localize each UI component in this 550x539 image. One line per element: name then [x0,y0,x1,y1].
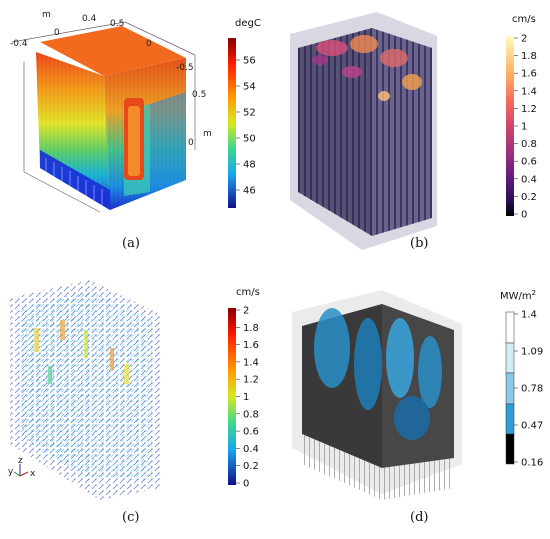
panel-c-render: y z x cm/s 2 1.8 1.6 1.4 1.2 1 0.8 0.6 0.4 0.2 0 [8,280,260,500]
colorbar-tick-label: 1 [521,122,527,133]
tick-neg04: -0.4 [10,39,28,49]
colorbar-a-title: degC [235,18,261,29]
colorbar-b-title: cm/s [512,14,536,25]
colorbar-tick-label: 0.4 [243,444,259,455]
colorbar-tick-label: 50 [243,134,256,145]
heat-flux-model [292,290,462,500]
colorbar-tick-label: 0.6 [521,157,537,168]
colorbar-tick-label: 0.16 [521,458,543,469]
panel-d: MW/m2 1.4 1.09 0.78 0.47 0.16 (d) [272,268,550,535]
colorbar-tick-label: 1.6 [521,69,537,80]
triad-x: x [30,469,36,479]
tick-05-right: 0.5 [192,90,206,100]
colorbar-tick-label: 1.4 [521,86,537,97]
triad-y: y [8,467,14,477]
colorbar-tick-label: 2 [243,306,249,317]
colorbar-tick-label: 0.6 [243,427,259,438]
colorbar-tick-label: 0.2 [243,461,259,472]
axis-box [11,21,196,213]
colorbar-tick-label: 1.09 [521,347,543,358]
colorbar-tick-label: 46 [243,186,256,197]
caption-b: (b) [410,236,429,251]
colorbar-tick-label: 1.2 [243,375,259,386]
colorbar-tick-label: 1.8 [521,51,537,62]
colorbar-c: cm/s 2 1.8 1.6 1.4 1.2 1 0.8 0.6 0.4 0.2 0 [228,287,260,490]
velocity-vector-field [10,280,160,500]
colorbar-tick-label: 2 [521,34,527,45]
velocity-volume-model [290,12,437,250]
caption-c: (c) [122,510,140,525]
colorbar-tick-label: 0.8 [521,139,537,150]
colorbar-c-title: cm/s [236,287,260,298]
panel-d-render: MW/m2 1.4 1.09 0.78 0.47 0.16 [292,289,543,500]
colorbar-tick-label: 0.78 [521,384,543,395]
colorbar-tick-label: 0 [521,210,527,221]
axis-triad: y z x [8,456,36,479]
colorbar-tick-label: 54 [243,82,256,93]
colorbar-tick-label: 1.2 [521,104,537,115]
axis-label-m-top: m [42,10,51,20]
tick-neg05: -0.5 [176,63,194,73]
axis-label-m-right: m [203,129,212,139]
colorbar-tick-label: 0.47 [521,421,543,432]
colorbar-tick-label: 1.6 [243,340,259,351]
colorbar-tick-label: 56 [243,56,256,67]
colorbar-tick-label: 0.2 [521,192,537,203]
colorbar-tick-label: 1.4 [243,357,259,368]
tick-0-top: 0 [54,28,60,38]
caption-a: (a) [122,236,140,251]
colorbar-a: degC 56 54 52 50 48 46 [228,18,261,208]
colorbar-tick-label: 1.4 [521,310,537,321]
caption-d: (d) [410,510,429,525]
colorbar-tick-label: 52 [243,108,256,119]
tick-0-mid: 0 [146,39,152,49]
triad-z: z [18,456,23,466]
panel-b: cm/s 2 1.8 1.6 1.4 1.2 1 0.8 0.6 0.4 0.2 0 (b) [272,0,550,265]
tick-05-top: 0.5 [110,19,124,29]
colorbar-tick-label: 0 [243,479,249,490]
heat-sink-model [36,26,186,210]
colorbar-tick-label: 1 [243,392,249,403]
panel-a-render: m -0.4 0 0.4 0.5 0 -0.5 0.5 m 0 degC 56 5… [10,10,261,213]
colorbar-d: MW/m2 1.4 1.09 0.78 0.47 0.16 [500,289,543,469]
tick-04: 0.4 [82,14,97,24]
panel-a: m -0.4 0 0.4 0.5 0 -0.5 0.5 m 0 degC 56 5… [0,0,270,251]
colorbar-b: cm/s 2 1.8 1.6 1.4 1.2 1 0.8 0.6 0.4 0.2 0 [506,14,537,221]
colorbar-tick-label: 1.8 [243,323,259,334]
colorbar-tick-label: 48 [243,160,256,171]
tick-0-right: 0 [188,138,194,148]
colorbar-d-title: MW/m2 [500,289,536,302]
colorbar-tick-label: 0.8 [243,409,259,420]
colorbar-tick-label: 0.4 [521,174,537,185]
panel-c: y z x cm/s 2 1.8 1.6 1.4 1.2 1 0.8 0.6 0.4 0.2 0 (… [0,268,270,535]
panel-b-render: cm/s 2 1.8 1.6 1.4 1.2 1 0.8 0.6 0.4 0.2 0 [290,12,537,250]
